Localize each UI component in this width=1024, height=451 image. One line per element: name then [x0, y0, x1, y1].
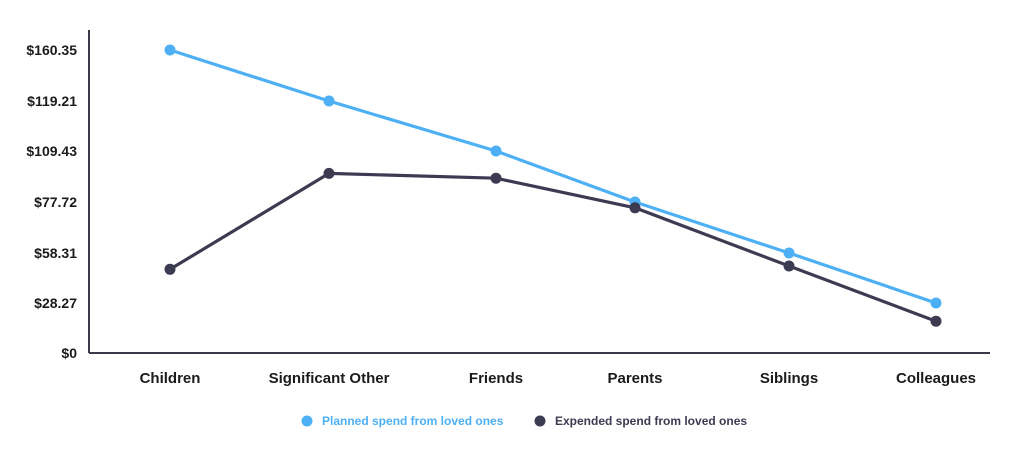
- y-tick-label: $58.31: [34, 245, 77, 261]
- series-layer: [164, 44, 942, 327]
- data-point: [164, 44, 176, 56]
- data-point: [930, 315, 942, 327]
- y-tick-label: $0: [61, 345, 77, 361]
- data-point: [164, 263, 176, 275]
- legend-label: Expended spend from loved ones: [555, 414, 747, 428]
- data-point: [490, 172, 502, 184]
- chart-axes: [88, 30, 990, 354]
- data-point: [629, 202, 641, 214]
- series-expended: [164, 167, 942, 327]
- x-axis-ticks: Children Significant Other Friends Parents S…: [140, 370, 976, 387]
- y-tick-label: $160.35: [26, 42, 77, 58]
- x-tick-label: Significant Other: [269, 370, 390, 387]
- series-line: [169, 171, 937, 323]
- series-line: [169, 48, 937, 305]
- legend-item: Expended spend from loved ones: [534, 414, 747, 428]
- data-point: [783, 247, 795, 259]
- legend-marker: [301, 415, 313, 427]
- series-planned: [164, 44, 942, 309]
- data-point: [323, 95, 335, 107]
- data-point: [930, 297, 942, 309]
- data-point: [783, 260, 795, 272]
- x-tick-label: Parents: [607, 370, 662, 387]
- y-tick-label: $77.72: [34, 194, 77, 210]
- y-tick-label: $28.27: [34, 295, 77, 311]
- y-axis-ticks: $0 $28.27 $58.31 $77.72 $109.43 $119.21 $160.3…: [26, 42, 77, 361]
- y-tick-label: $119.21: [27, 93, 77, 109]
- legend: Planned spend from loved ones Expended sp…: [301, 414, 747, 428]
- data-point: [323, 167, 335, 179]
- x-tick-label: Colleagues: [896, 370, 976, 387]
- legend-label: Planned spend from loved ones: [322, 414, 504, 428]
- data-point: [490, 145, 502, 157]
- x-tick-label: Siblings: [760, 370, 818, 387]
- legend-marker: [534, 415, 546, 427]
- y-tick-label: $109.43: [26, 143, 77, 159]
- legend-item: Planned spend from loved ones: [301, 414, 504, 428]
- x-tick-label: Children: [140, 370, 201, 387]
- x-tick-label: Friends: [469, 370, 523, 387]
